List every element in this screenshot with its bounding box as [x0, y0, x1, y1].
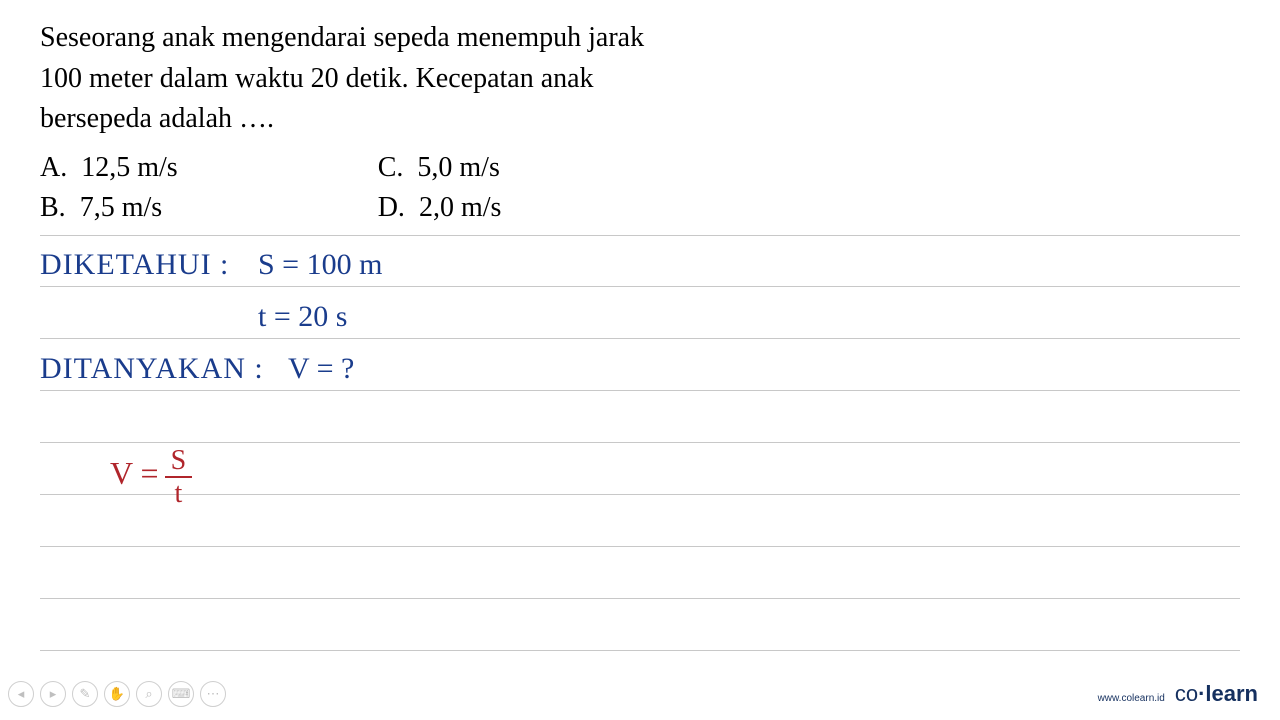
brand-logo-suffix: learn — [1205, 681, 1258, 706]
option-a-value: 12,5 m/s — [81, 152, 177, 183]
hand-icon: ✋ — [109, 686, 125, 702]
options-col-right: C. 5,0 m/s D. 2,0 m/s — [378, 148, 502, 229]
footer-bar: ◂ ▸ ✎ ✋ ⌕ ⌨ ⋯ www.colearn.id co·learn — [0, 676, 1280, 712]
ruled-line — [40, 547, 1240, 599]
question-line-2: 100 meter dalam waktu 20 detik. Kecepata… — [40, 59, 1240, 100]
option-c: C. 5,0 m/s — [378, 148, 502, 189]
asked-v: V = ? — [288, 352, 354, 386]
diketahui-label: DIKETAHUI : — [40, 248, 229, 282]
more-button[interactable]: ⋯ — [200, 681, 226, 707]
ditanyakan-label: DITANYAKAN : — [40, 352, 264, 386]
next-button[interactable]: ▸ — [40, 681, 66, 707]
answer-options: A. 12,5 m/s B. 7,5 m/s C. 5,0 m/s D. 2,0… — [40, 148, 1240, 229]
ruled-line: DIKETAHUI : S = 100 m — [40, 235, 1240, 287]
question-line-3: bersepeda adalah …. — [40, 99, 1240, 140]
ruled-line: DITANYAKAN : V = ? — [40, 339, 1240, 391]
ruled-line — [40, 391, 1240, 443]
question-text: Seseorang anak mengendarai sepeda menemp… — [40, 18, 1240, 140]
edit-icon: ✎ — [80, 686, 91, 702]
option-a: A. 12,5 m/s — [40, 148, 178, 189]
options-col-left: A. 12,5 m/s B. 7,5 m/s — [40, 148, 178, 229]
ruled-line: t = 20 s — [40, 287, 1240, 339]
brand-area: www.colearn.id co·learn — [1098, 681, 1258, 707]
hand-button[interactable]: ✋ — [104, 681, 130, 707]
zoom-button[interactable]: ⌕ — [136, 681, 162, 707]
option-b: B. 7,5 m/s — [40, 188, 178, 229]
option-c-value: 5,0 m/s — [417, 152, 499, 183]
given-t: t = 20 s — [258, 300, 347, 334]
playback-controls: ◂ ▸ ✎ ✋ ⌕ ⌨ ⋯ — [8, 681, 226, 707]
option-d-value: 2,0 m/s — [419, 192, 501, 223]
formula-lhs: V = — [110, 447, 159, 489]
ruled-line — [40, 599, 1240, 651]
ruled-line: V = S t — [40, 443, 1240, 495]
given-s: S = 100 m — [258, 248, 382, 282]
zoom-icon: ⌕ — [145, 686, 152, 702]
brand-url: www.colearn.id — [1098, 693, 1165, 704]
more-icon: ⋯ — [207, 686, 220, 702]
ruled-line — [40, 495, 1240, 547]
next-icon: ▸ — [50, 686, 57, 702]
keyboard-button[interactable]: ⌨ — [168, 681, 194, 707]
option-d: D. 2,0 m/s — [378, 188, 502, 229]
edit-button[interactable]: ✎ — [72, 681, 98, 707]
option-b-value: 7,5 m/s — [80, 192, 162, 223]
prev-icon: ◂ — [18, 686, 25, 702]
brand-logo: co·learn — [1175, 681, 1258, 707]
prev-button[interactable]: ◂ — [8, 681, 34, 707]
worksheet-lines: DIKETAHUI : S = 100 m t = 20 s DITANYAKA… — [40, 235, 1240, 651]
keyboard-icon: ⌨ — [172, 686, 191, 702]
question-line-1: Seseorang anak mengendarai sepeda menemp… — [40, 18, 1240, 59]
brand-logo-prefix: co — [1175, 681, 1198, 706]
formula-numerator: S — [165, 447, 193, 478]
page-content: Seseorang anak mengendarai sepeda menemp… — [0, 0, 1280, 651]
